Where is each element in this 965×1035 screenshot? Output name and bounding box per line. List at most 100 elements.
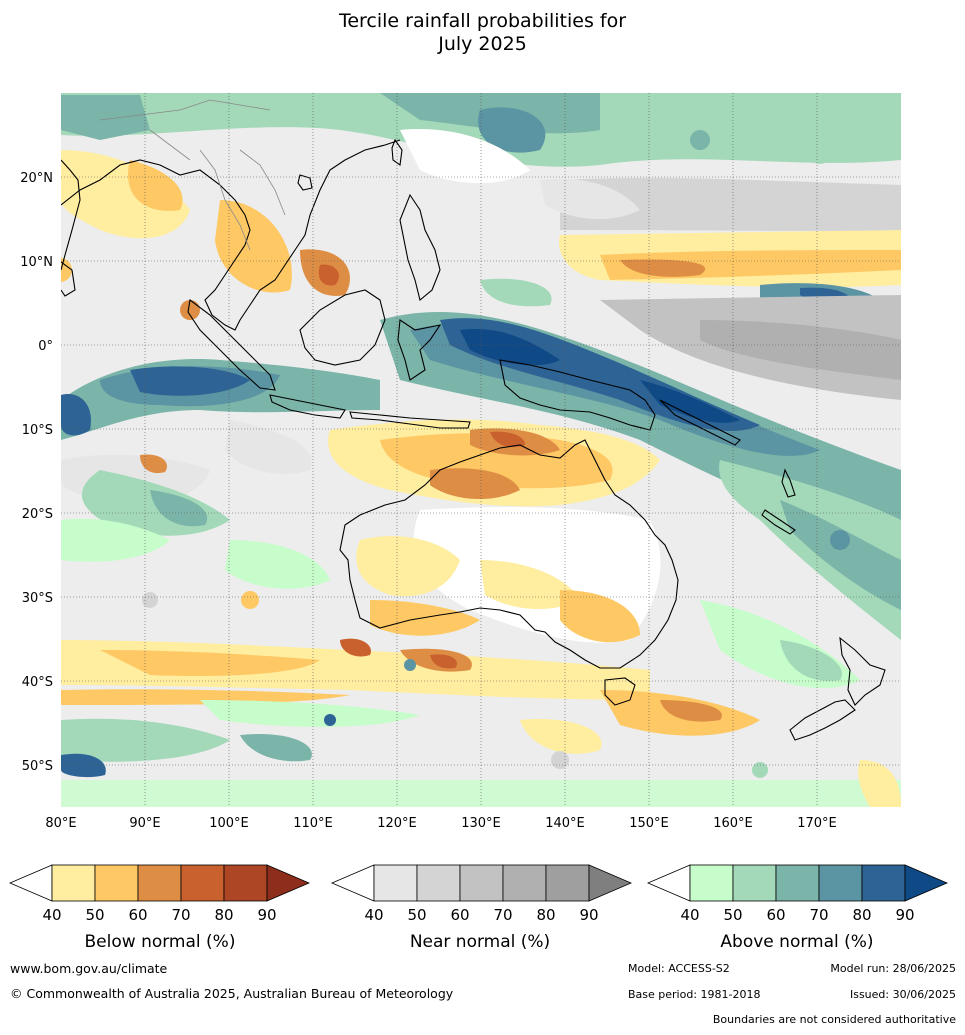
website-link[interactable]: www.bom.gov.au/climate	[10, 961, 168, 976]
lat-label: 10°S	[22, 423, 53, 438]
colorbar-tick-label: 90	[257, 906, 276, 924]
sumatra-coastline	[187, 299, 276, 391]
colorbar-below: 40 50 60 70 80 90	[8, 864, 311, 924]
colorbar-extend-high	[904, 864, 949, 902]
hainan-coastline	[297, 174, 313, 191]
colorbar-extend-low	[8, 864, 53, 902]
colorbar-extend-high	[266, 864, 311, 902]
lesser-sunda-coastline	[349, 411, 471, 429]
colorbar-tick-label: 80	[852, 906, 871, 924]
lon-label: 80°E	[45, 816, 76, 831]
lat-label: 0°	[38, 339, 53, 354]
colorbar-extend-high	[588, 864, 633, 902]
new-zealand-south-coastline	[789, 699, 856, 741]
colorbar-above: 40 50 60 70 80 90	[646, 864, 949, 924]
lat-label: 50°S	[22, 759, 53, 774]
colorbar-tick-label: 50	[407, 906, 426, 924]
lon-label: 100°E	[209, 816, 249, 831]
lon-label: 160°E	[713, 816, 753, 831]
issued-text: Issued: 30/06/2025	[849, 988, 956, 1001]
model-run-text: Model run: 28/06/2025	[830, 962, 956, 975]
colorbar-segment	[137, 864, 182, 902]
colorbar-segment	[861, 864, 906, 902]
colorbar-tick-label: 70	[171, 906, 190, 924]
colorbar-segment	[94, 864, 139, 902]
sulawesi-coastline	[397, 319, 442, 381]
colorbar-tick-label: 40	[42, 906, 61, 924]
model-text: Model: ACCESS-S2	[628, 962, 730, 975]
gridlines	[61, 93, 901, 807]
colorbar-tick-label: 90	[579, 906, 598, 924]
philippines-coastline	[399, 193, 441, 301]
colorbar-tick-label: 90	[895, 906, 914, 924]
probability-field	[61, 93, 901, 807]
colorbar-tick-label: 50	[723, 906, 742, 924]
colorbar-segment	[689, 864, 734, 902]
disclaimer-text: Boundaries are not considered authoritat…	[712, 1013, 956, 1026]
colorbar-extend-low	[646, 864, 691, 902]
colorbar-near: 40 50 60 70 80 90	[330, 864, 633, 924]
title-line-2: July 2025	[438, 33, 527, 55]
lat-label: 30°S	[22, 591, 53, 606]
se-asia-coastline	[61, 139, 401, 331]
sri-lanka-coastline	[61, 261, 76, 297]
base-period-text: Base period: 1981-2018	[628, 988, 761, 1001]
lon-label: 170°E	[797, 816, 837, 831]
lon-label: 150°E	[629, 816, 669, 831]
lon-label: 120°E	[377, 816, 417, 831]
colorbar-tick-label: 70	[493, 906, 512, 924]
colorbars: 40 50 60 70 80 90 40 50 60 70 80 90 40 50 60 70 80 90	[8, 864, 949, 924]
colorbar-tick-label: 40	[364, 906, 383, 924]
australia-coastline	[339, 439, 679, 669]
colorbar-segment	[416, 864, 461, 902]
lon-label: 110°E	[293, 816, 333, 831]
colorbar-tick-label: 60	[766, 906, 785, 924]
colorbar-segment	[502, 864, 547, 902]
new-zealand-north-coastline	[839, 636, 886, 706]
colorbar-label-below: Below normal (%)	[84, 932, 236, 952]
colorbar-segment	[223, 864, 268, 902]
colorbar-label-near: Near normal (%)	[409, 932, 551, 952]
lon-label: 90°E	[129, 816, 160, 831]
new-caledonia-coastline	[761, 509, 796, 535]
colorbar-segment	[818, 864, 863, 902]
colorbar-segment	[775, 864, 820, 902]
borneo-coastline	[299, 289, 386, 366]
solomon-islands-coastline	[659, 399, 741, 446]
colorbar-tick-label: 50	[85, 906, 104, 924]
colorbar-tick-label: 60	[450, 906, 469, 924]
india-coastline	[61, 159, 81, 271]
colorbar-segment	[545, 864, 590, 902]
longitude-labels: 80°E 90°E 100°E 110°E 120°E 130°E 140°E 150°E 16…	[45, 816, 836, 831]
colorbar-tick-label: 70	[809, 906, 828, 924]
lat-label: 20°N	[20, 171, 53, 186]
colorbar-tick-label: 40	[680, 906, 699, 924]
colorbar-tick-label: 80	[214, 906, 233, 924]
lat-label: 40°S	[22, 675, 53, 690]
chart-title: Tercile rainfall probabilities for July …	[0, 10, 965, 56]
java-coastline	[269, 394, 346, 419]
colorbar-segment	[459, 864, 504, 902]
colorbar-segment	[732, 864, 777, 902]
colorbar-segment	[180, 864, 225, 902]
latitude-labels: 20°N 10°N 0° 10°S 20°S 30°S 40°S 50°S	[20, 171, 53, 774]
lon-label: 130°E	[461, 816, 501, 831]
vanuatu-coastline	[781, 468, 796, 498]
coastlines	[61, 138, 886, 741]
colorbar-tick-label: 80	[536, 906, 555, 924]
lat-label: 10°N	[20, 255, 53, 270]
colorbar-extend-low	[330, 864, 375, 902]
lon-label: 140°E	[545, 816, 585, 831]
taiwan-coastline	[391, 138, 403, 166]
colorbar-label-above: Above normal (%)	[720, 932, 874, 952]
title-line-1: Tercile rainfall probabilities for	[338, 10, 627, 32]
tasmania-coastline	[604, 677, 636, 706]
lat-label: 20°S	[22, 507, 53, 522]
colorbar-segment	[373, 864, 418, 902]
new-guinea-coastline	[499, 359, 656, 431]
country-boundaries	[99, 99, 286, 251]
colorbar-tick-label: 60	[128, 906, 147, 924]
colorbar-segment	[51, 864, 96, 902]
copyright-text: © Commonwealth of Australia 2025, Austra…	[10, 986, 454, 1001]
